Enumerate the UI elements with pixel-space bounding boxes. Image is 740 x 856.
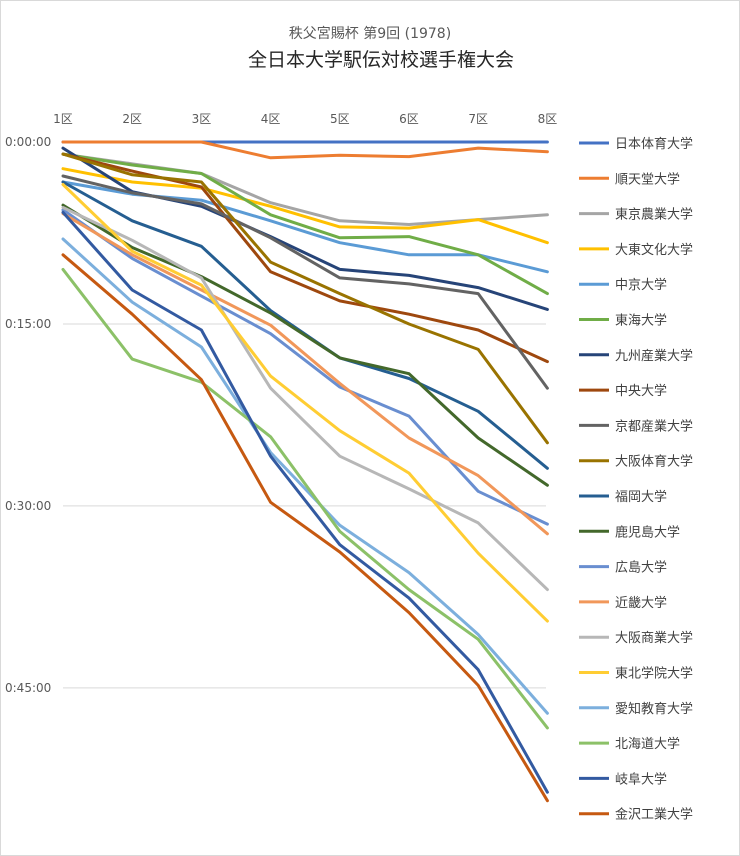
x-tick-label: 4区 — [261, 112, 281, 126]
legend-item: 東北学院大学 — [579, 666, 693, 682]
series-line — [61, 210, 549, 794]
legend-label: 東海大学 — [615, 313, 667, 329]
legend-item: 大阪商業大学 — [579, 630, 693, 646]
legend-label: 大阪体育大学 — [615, 454, 693, 470]
legend-item: 岐阜大学 — [579, 771, 667, 787]
series-line — [61, 167, 549, 245]
gridlines — [63, 141, 546, 689]
legend-label: 大阪商業大学 — [615, 630, 693, 646]
chart-title: 全日本大学駅伝対校選手権大会 — [248, 49, 514, 71]
x-tick-label: 5区 — [330, 112, 350, 126]
series-line — [61, 152, 549, 364]
legend-label: 広島大学 — [615, 560, 667, 576]
legend-item: 中央大学 — [579, 383, 667, 399]
legend-item: 近畿大学 — [579, 595, 667, 611]
legend-label: 京都産業大学 — [615, 418, 693, 434]
legend-item: 大阪体育大学 — [579, 454, 693, 470]
y-axis-tick-labels: 0:00:00 0:15:00 0:30:00 0:45:00 — [5, 135, 51, 695]
series-lines — [61, 140, 549, 803]
series-line — [61, 212, 549, 536]
legend-item: 順天堂大学 — [579, 171, 680, 187]
x-axis-tick-labels: 1区 2区 3区 4区 5区 6区 7区 8区 — [53, 112, 557, 126]
legend-item: 東京農業大学 — [579, 207, 693, 223]
legend-label: 愛知教育大学 — [615, 701, 693, 717]
y-tick-label: 0:45:00 — [5, 681, 51, 695]
legend-item: 愛知教育大学 — [579, 701, 693, 717]
legend-label: 中央大学 — [615, 383, 667, 399]
legend-item: 北海道大学 — [579, 736, 680, 752]
series-line — [61, 152, 549, 296]
x-tick-label: 7区 — [468, 112, 488, 126]
legend-label: 福岡大学 — [615, 489, 667, 505]
y-tick-label: 0:15:00 — [5, 317, 51, 331]
legend-label: 中京大学 — [615, 277, 667, 293]
legend-label: 岐阜大学 — [615, 771, 667, 787]
y-tick-label: 0:30:00 — [5, 499, 51, 513]
legend-label: 順天堂大学 — [615, 171, 680, 187]
legend-label: 東北学院大学 — [615, 666, 693, 682]
series-line — [61, 140, 549, 160]
series-line — [61, 208, 549, 526]
series-line — [61, 253, 549, 803]
legend-label: 鹿児島大学 — [615, 524, 680, 540]
series-line — [61, 237, 549, 715]
legend-label: 大東文化大学 — [615, 242, 693, 258]
x-tick-label: 6区 — [399, 112, 419, 126]
series-line — [61, 267, 549, 730]
legend-label: 近畿大学 — [615, 595, 667, 611]
legend-label: 金沢工業大学 — [615, 807, 693, 823]
legend: 日本体育大学順天堂大学東京農業大学大東文化大学中京大学東海大学九州産業大学中央大… — [579, 136, 693, 823]
y-tick-label: 0:00:00 — [5, 135, 51, 149]
legend-label: 北海道大学 — [615, 736, 680, 752]
legend-item: 福岡大学 — [579, 489, 667, 505]
legend-item: 鹿児島大学 — [579, 524, 680, 540]
x-tick-label: 8区 — [538, 112, 558, 126]
legend-label: 日本体育大学 — [615, 136, 693, 152]
x-tick-label: 2区 — [122, 112, 142, 126]
legend-item: 金沢工業大学 — [579, 807, 693, 823]
legend-item: 九州産業大学 — [579, 348, 693, 364]
series-line — [61, 206, 549, 592]
series-line — [61, 203, 549, 487]
x-tick-label: 3区 — [192, 112, 212, 126]
legend-label: 東京農業大学 — [615, 207, 693, 223]
series-line — [61, 183, 549, 623]
legend-item: 広島大学 — [579, 560, 667, 576]
series-line — [61, 152, 549, 445]
legend-item: 東海大学 — [579, 313, 667, 329]
legend-item: 大東文化大学 — [579, 242, 693, 258]
chart-subtitle: 秩父宮賜杯 第9回 (1978) — [289, 25, 451, 42]
legend-item: 中京大学 — [579, 277, 667, 293]
legend-label: 九州産業大学 — [615, 348, 693, 364]
series-line — [61, 174, 549, 390]
legend-item: 日本体育大学 — [579, 136, 693, 152]
x-tick-label: 1区 — [53, 112, 73, 126]
legend-item: 京都産業大学 — [579, 418, 693, 434]
